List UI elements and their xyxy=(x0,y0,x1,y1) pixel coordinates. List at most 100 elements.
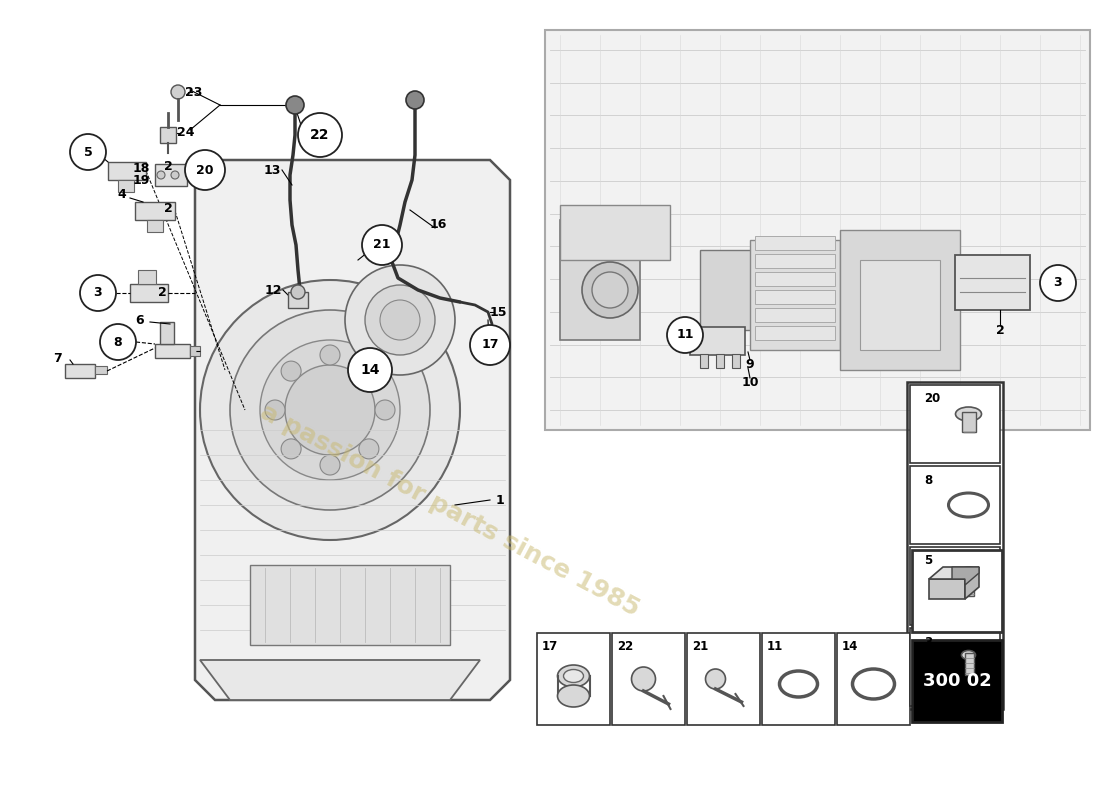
Text: 3: 3 xyxy=(1054,277,1063,290)
Bar xyxy=(190,346,200,356)
Circle shape xyxy=(185,150,226,190)
Bar xyxy=(910,385,1000,463)
Text: 23: 23 xyxy=(185,86,202,98)
Bar xyxy=(910,547,1000,625)
Bar xyxy=(544,30,1090,430)
Circle shape xyxy=(80,275,116,311)
Text: 11: 11 xyxy=(767,641,783,654)
Polygon shape xyxy=(200,660,480,700)
Bar xyxy=(560,220,640,340)
Circle shape xyxy=(70,134,106,170)
Bar xyxy=(537,633,610,725)
Circle shape xyxy=(282,439,301,459)
Bar xyxy=(964,570,974,596)
Text: 22: 22 xyxy=(310,128,330,142)
Bar xyxy=(612,633,685,725)
Circle shape xyxy=(592,272,628,308)
Text: 2: 2 xyxy=(164,159,173,173)
Bar xyxy=(147,220,163,232)
Text: 8: 8 xyxy=(924,474,933,486)
Ellipse shape xyxy=(948,493,989,517)
Bar xyxy=(910,628,1000,706)
Bar xyxy=(840,230,960,370)
Bar xyxy=(135,202,175,220)
Circle shape xyxy=(100,324,136,360)
Bar xyxy=(95,366,107,374)
Bar xyxy=(118,180,134,192)
Text: 2: 2 xyxy=(996,323,1004,337)
Text: 20: 20 xyxy=(924,393,940,406)
Bar xyxy=(65,364,95,378)
Circle shape xyxy=(631,667,656,691)
Bar xyxy=(755,308,835,322)
Bar xyxy=(755,236,835,250)
Bar xyxy=(750,240,840,350)
Polygon shape xyxy=(930,567,979,579)
Circle shape xyxy=(285,365,375,455)
Bar xyxy=(912,550,1002,632)
Text: 6: 6 xyxy=(135,314,144,326)
Circle shape xyxy=(282,361,301,381)
Circle shape xyxy=(362,225,402,265)
Bar xyxy=(108,162,146,180)
Bar xyxy=(688,633,760,725)
Bar xyxy=(755,290,835,304)
Text: 3: 3 xyxy=(94,286,102,299)
Text: 18: 18 xyxy=(132,162,150,174)
Bar xyxy=(961,412,976,432)
Bar xyxy=(860,260,940,350)
Circle shape xyxy=(170,171,179,179)
Circle shape xyxy=(406,91,424,109)
Text: 14: 14 xyxy=(842,641,858,654)
Text: 21: 21 xyxy=(373,238,390,251)
Bar xyxy=(716,354,724,368)
Text: 21: 21 xyxy=(692,641,708,654)
Circle shape xyxy=(292,285,305,299)
Circle shape xyxy=(470,325,510,365)
Text: 17: 17 xyxy=(482,338,498,351)
Bar xyxy=(160,127,176,143)
Text: 12: 12 xyxy=(264,283,282,297)
Bar xyxy=(732,354,740,368)
Bar xyxy=(155,344,190,358)
Ellipse shape xyxy=(780,671,817,697)
Text: 13: 13 xyxy=(263,163,280,177)
Circle shape xyxy=(286,96,304,114)
Bar xyxy=(912,640,1002,722)
Bar xyxy=(755,272,835,286)
Text: 17: 17 xyxy=(542,641,558,654)
Ellipse shape xyxy=(957,498,980,512)
Polygon shape xyxy=(965,567,979,599)
Text: 3: 3 xyxy=(924,635,932,649)
Ellipse shape xyxy=(860,675,887,693)
Circle shape xyxy=(200,280,460,540)
Circle shape xyxy=(582,262,638,318)
Bar xyxy=(155,164,187,186)
Text: 7: 7 xyxy=(54,351,63,365)
Bar xyxy=(755,254,835,268)
Circle shape xyxy=(157,171,165,179)
Text: 24: 24 xyxy=(177,126,195,139)
Bar xyxy=(560,205,670,260)
Text: 2: 2 xyxy=(157,286,166,299)
Bar xyxy=(837,633,910,725)
Bar xyxy=(690,327,745,355)
Circle shape xyxy=(320,455,340,475)
Circle shape xyxy=(667,317,703,353)
Bar xyxy=(910,466,1000,544)
Polygon shape xyxy=(195,160,510,700)
Bar xyxy=(965,653,974,675)
Circle shape xyxy=(260,340,400,480)
Bar xyxy=(762,633,835,725)
Circle shape xyxy=(375,400,395,420)
Circle shape xyxy=(705,669,726,689)
Ellipse shape xyxy=(961,650,976,659)
Circle shape xyxy=(170,85,185,99)
Text: 15: 15 xyxy=(490,306,507,318)
Ellipse shape xyxy=(558,685,590,707)
Bar xyxy=(160,322,174,344)
Circle shape xyxy=(298,113,342,157)
Circle shape xyxy=(345,265,455,375)
Text: 300 02: 300 02 xyxy=(923,672,991,690)
Text: 22: 22 xyxy=(617,641,634,654)
